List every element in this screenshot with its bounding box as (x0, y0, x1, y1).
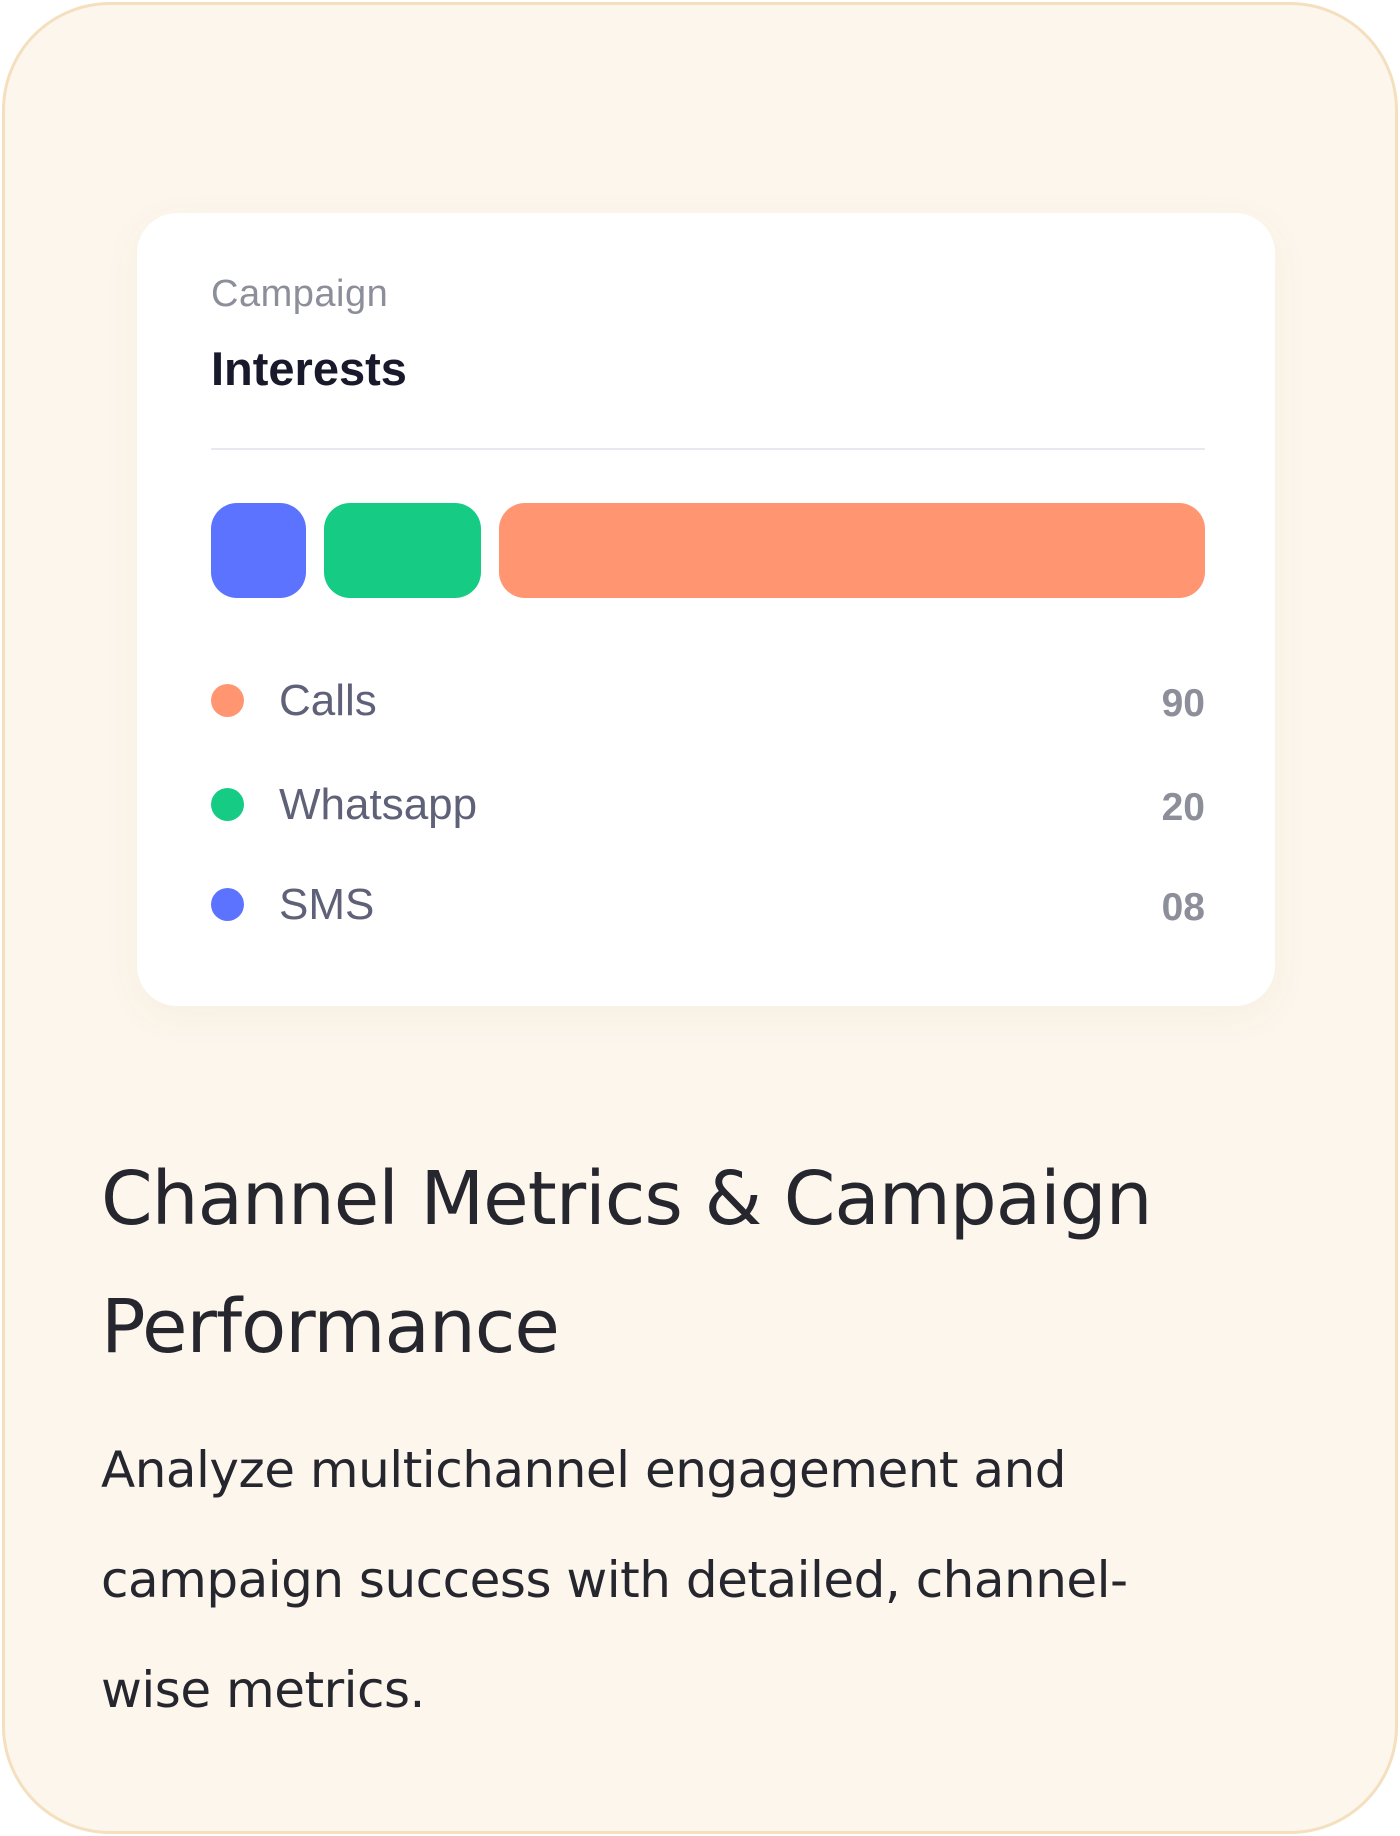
legend-item-sms: SMS 08 (211, 875, 1205, 935)
legend-value: 20 (1161, 786, 1205, 829)
legend-item-calls: Calls 90 (211, 671, 1205, 731)
bar-segment-calls (498, 503, 1205, 598)
widget-title: Interests (211, 342, 407, 395)
legend-item-whatsapp: Whatsapp 20 (211, 775, 1205, 835)
legend-label: Whatsapp (279, 780, 478, 829)
bar-segment-whatsapp (324, 503, 481, 598)
sms-dot-icon (211, 888, 244, 921)
channel-bar-chart (211, 503, 1205, 598)
feature-heading: Channel Metrics & Campaign Performance (101, 1156, 1153, 1370)
whatsapp-dot-icon (211, 788, 244, 821)
legend-value: 90 (1161, 682, 1205, 725)
widget-subtitle: Campaign (211, 273, 389, 315)
calls-dot-icon (211, 684, 244, 717)
bar-segment-sms (211, 503, 306, 598)
feature-description: Analyze multichannel engagement and camp… (101, 1441, 1128, 1719)
legend-label: SMS (279, 880, 375, 929)
legend-value: 08 (1161, 886, 1205, 929)
campaign-interests-widget: Campaign Interests Calls 90 Whatsapp 20 … (137, 213, 1275, 1006)
widget-divider (211, 448, 1205, 450)
legend-label: Calls (279, 676, 377, 725)
